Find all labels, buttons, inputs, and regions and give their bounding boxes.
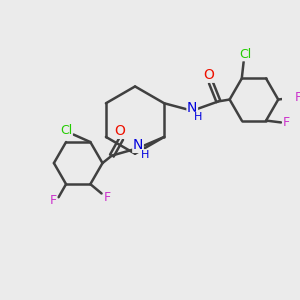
Text: N: N <box>133 138 143 152</box>
Text: O: O <box>114 124 125 138</box>
Text: F: F <box>50 194 56 208</box>
Text: F: F <box>103 191 111 204</box>
Text: H: H <box>194 112 202 122</box>
Text: F: F <box>295 91 300 104</box>
Text: Cl: Cl <box>239 48 252 61</box>
Text: Cl: Cl <box>60 124 72 137</box>
Text: N: N <box>187 101 197 115</box>
Text: O: O <box>204 68 214 82</box>
Text: H: H <box>141 150 150 160</box>
Text: F: F <box>283 116 290 129</box>
